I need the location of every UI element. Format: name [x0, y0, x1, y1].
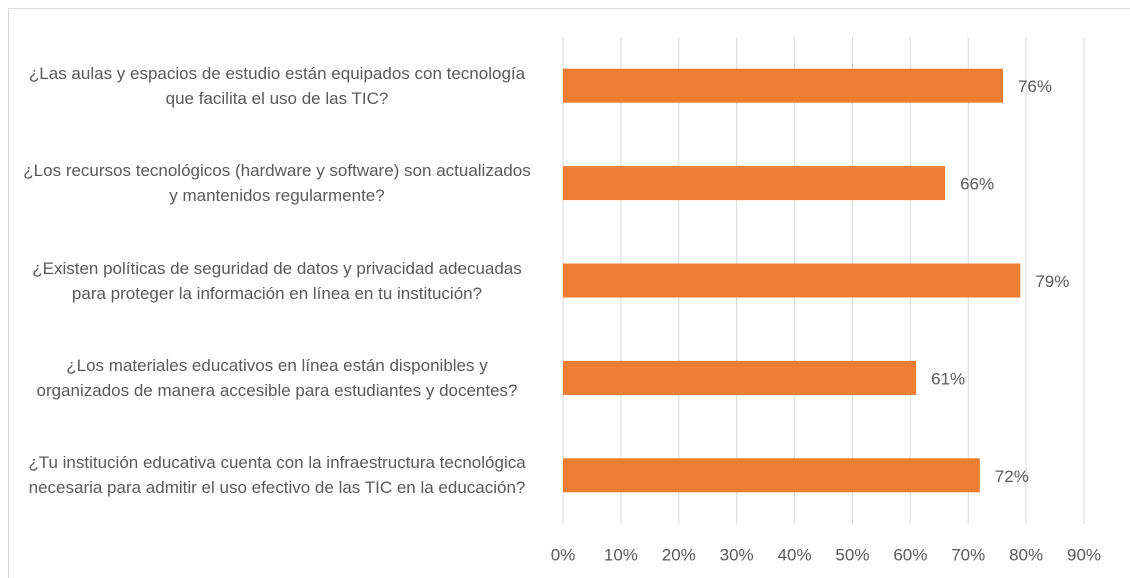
x-tick-label: 20% [662, 545, 696, 564]
x-tick-label: 80% [1009, 545, 1043, 564]
data-label: 61% [931, 369, 965, 388]
x-tick-label: 30% [720, 545, 754, 564]
bar [563, 360, 917, 395]
x-tick-label: 0% [551, 545, 576, 564]
bar [563, 458, 980, 493]
y-tick-label: ¿Los materiales educativos en línea está… [36, 355, 518, 400]
chart-border [8, 8, 1130, 578]
bar [563, 166, 946, 201]
data-label: 66% [960, 175, 994, 194]
y-tick-label: ¿Las aulas y espacios de estudio están e… [28, 63, 526, 108]
x-tick-label: 90% [1067, 545, 1101, 564]
bar [563, 68, 1003, 103]
x-tick-label: 50% [835, 545, 869, 564]
y-tick-label: ¿Los recursos tecnológicos (hardware y s… [23, 161, 531, 206]
x-tick-label: 10% [604, 545, 638, 564]
x-tick-label: 60% [893, 545, 927, 564]
y-tick-label: ¿Existen políticas de seguridad de datos… [32, 258, 522, 303]
data-label: 79% [1035, 272, 1069, 291]
data-label: 76% [1018, 77, 1052, 96]
y-tick-label: ¿Tu institución educativa cuenta con la … [28, 453, 526, 498]
x-tick-label: 70% [951, 545, 985, 564]
data-label: 72% [995, 467, 1029, 486]
x-tick-label: 40% [778, 545, 812, 564]
bar [563, 263, 1021, 298]
